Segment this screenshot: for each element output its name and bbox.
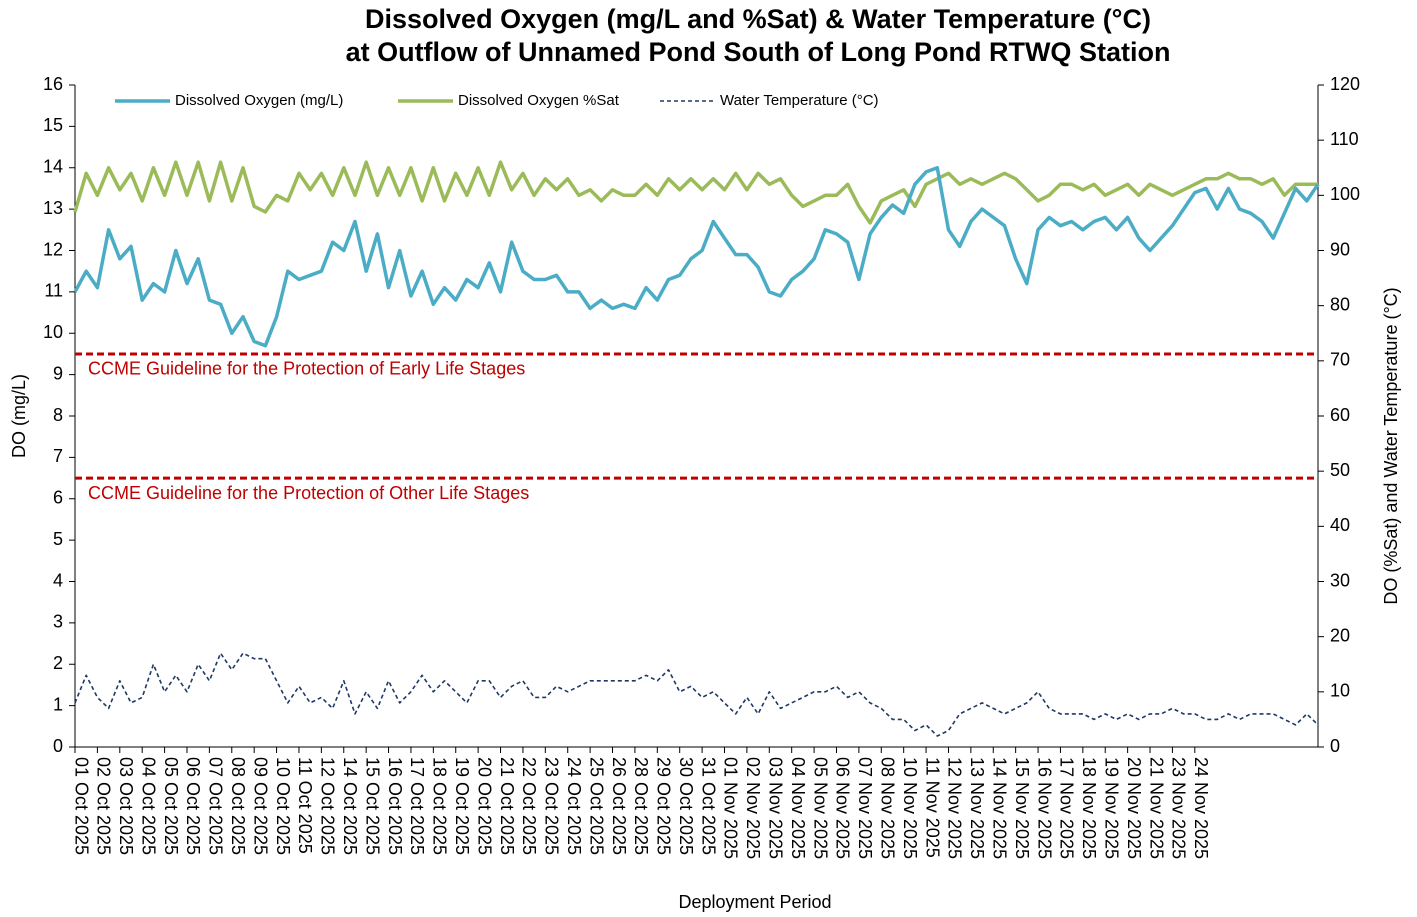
x-tick-label: 28 Oct 2025 <box>631 757 651 855</box>
y-tick-label: 4 <box>53 570 63 590</box>
x-tick-label: 21 Nov 2025 <box>1146 757 1166 859</box>
x-tick-label: 07 Nov 2025 <box>855 757 875 859</box>
x-tick-label: 08 Nov 2025 <box>878 757 898 859</box>
y-tick-label: 5 <box>53 529 63 549</box>
x-tick-label: 20 Oct 2025 <box>474 757 494 855</box>
y-tick-label: 10 <box>43 322 63 342</box>
y-tick-label: 6 <box>53 488 63 508</box>
x-tick-label: 18 Nov 2025 <box>1079 757 1099 859</box>
x-tick-label: 12 Nov 2025 <box>945 757 965 859</box>
y-tick-label: 11 <box>44 281 63 301</box>
x-tick-label: 20 Nov 2025 <box>1124 757 1144 859</box>
x-tick-label: 07 Oct 2025 <box>206 757 226 855</box>
x-tick-label: 03 Oct 2025 <box>116 757 136 855</box>
y2-axis-label: DO (%Sat) and Water Temperature (°C) <box>1381 287 1401 604</box>
x-tick-label: 03 Nov 2025 <box>766 757 786 859</box>
x-tick-label: 15 Oct 2025 <box>362 757 382 855</box>
guideline-label: CCME Guideline for the Protection of Ear… <box>88 359 525 379</box>
x-tick-label: 24 Oct 2025 <box>564 757 584 855</box>
chart-subtitle: at Outflow of Unnamed Pond South of Long… <box>346 37 1171 67</box>
y-tick-label: 16 <box>43 74 63 94</box>
x-tick-label: 29 Oct 2025 <box>654 757 674 855</box>
y2-tick-label: 50 <box>1330 460 1350 480</box>
x-tick-label: 01 Oct 2025 <box>71 757 91 855</box>
guideline-label: CCME Guideline for the Protection of Oth… <box>88 483 529 503</box>
legend-label: Dissolved Oxygen (mg/L) <box>175 92 343 109</box>
x-tick-label: 18 Oct 2025 <box>430 757 450 855</box>
y-tick-label: 3 <box>53 612 63 632</box>
x-tick-label: 08 Oct 2025 <box>228 757 248 855</box>
legend-label: Dissolved Oxygen %Sat <box>458 92 620 109</box>
x-tick-label: 14 Oct 2025 <box>340 757 360 855</box>
x-tick-label: 05 Oct 2025 <box>161 757 181 855</box>
y-tick-label: 12 <box>43 239 63 259</box>
y-tick-label: 15 <box>43 115 63 135</box>
x-tick-label: 09 Oct 2025 <box>250 757 270 855</box>
x-tick-label: 06 Oct 2025 <box>183 757 203 855</box>
x-tick-label: 22 Oct 2025 <box>519 757 539 855</box>
x-axis-label: Deployment Period <box>678 892 831 912</box>
chart-title: Dissolved Oxygen (mg/L and %Sat) & Water… <box>365 4 1151 34</box>
x-tick-label: 21 Oct 2025 <box>497 757 517 855</box>
x-tick-label: 19 Nov 2025 <box>1101 757 1121 859</box>
y2-tick-label: 120 <box>1330 74 1360 94</box>
y-axis-label: DO (mg/L) <box>9 374 29 458</box>
x-tick-label: 10 Oct 2025 <box>273 757 293 855</box>
x-tick-label: 25 Oct 2025 <box>586 757 606 855</box>
y2-tick-label: 30 <box>1330 570 1350 590</box>
y-tick-label: 9 <box>53 363 63 383</box>
x-tick-label: 12 Oct 2025 <box>318 757 338 855</box>
y-tick-label: 2 <box>53 653 63 673</box>
x-tick-label: 04 Oct 2025 <box>138 757 158 855</box>
y2-tick-label: 80 <box>1330 294 1350 314</box>
x-tick-label: 01 Nov 2025 <box>721 757 741 859</box>
x-tick-label: 13 Nov 2025 <box>967 757 987 859</box>
x-tick-label: 17 Oct 2025 <box>407 757 427 855</box>
x-tick-label: 14 Nov 2025 <box>990 757 1010 859</box>
x-tick-label: 16 Nov 2025 <box>1034 757 1054 859</box>
x-tick-label: 16 Oct 2025 <box>385 757 405 855</box>
y-tick-label: 13 <box>43 198 63 218</box>
series-line <box>74 652 1319 737</box>
x-tick-label: 10 Nov 2025 <box>900 757 920 859</box>
y-tick-label: 8 <box>53 405 63 425</box>
x-tick-label: 19 Oct 2025 <box>452 757 472 855</box>
x-tick-label: 17 Nov 2025 <box>1057 757 1077 859</box>
y2-tick-label: 60 <box>1330 405 1350 425</box>
y2-tick-label: 70 <box>1330 350 1350 370</box>
y2-tick-label: 20 <box>1330 625 1350 645</box>
y-tick-label: 14 <box>43 157 63 177</box>
x-tick-label: 24 Nov 2025 <box>1191 757 1211 859</box>
series-line <box>73 160 1318 225</box>
x-tick-label: 26 Oct 2025 <box>609 757 629 855</box>
x-tick-label: 02 Nov 2025 <box>743 757 763 859</box>
legend-label: Water Temperature (°C) <box>720 92 879 109</box>
x-tick-label: 11 Oct 2025 <box>295 757 315 854</box>
x-tick-label: 05 Nov 2025 <box>810 757 830 859</box>
x-tick-label: 02 Oct 2025 <box>94 757 114 855</box>
y2-tick-label: 100 <box>1330 184 1360 204</box>
x-tick-label: 23 Nov 2025 <box>1169 757 1189 859</box>
x-tick-label: 11 Nov 2025 <box>922 757 942 858</box>
y2-tick-label: 40 <box>1330 515 1350 535</box>
y2-tick-label: 110 <box>1330 129 1359 149</box>
y-tick-label: 7 <box>53 446 63 466</box>
x-tick-label: 30 Oct 2025 <box>676 757 696 855</box>
y-tick-label: 0 <box>53 736 63 756</box>
series-line <box>73 166 1320 348</box>
y2-tick-label: 0 <box>1330 736 1340 756</box>
x-tick-label: 15 Nov 2025 <box>1012 757 1032 859</box>
y-tick-label: 1 <box>53 694 63 714</box>
y2-tick-label: 10 <box>1330 681 1350 701</box>
x-tick-label: 04 Nov 2025 <box>788 757 808 859</box>
y2-tick-label: 90 <box>1330 239 1350 259</box>
x-tick-label: 23 Oct 2025 <box>542 757 562 855</box>
x-tick-label: 31 Oct 2025 <box>698 757 718 855</box>
x-tick-label: 06 Nov 2025 <box>833 757 853 859</box>
